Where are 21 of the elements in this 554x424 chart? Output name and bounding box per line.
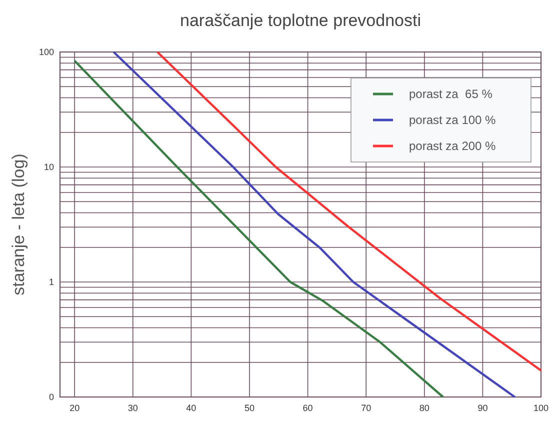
chart-title: naraščanje toplotne prevodnosti <box>180 11 421 30</box>
y-tick-label: 10 <box>44 162 54 172</box>
x-tick-label: 60 <box>302 403 313 413</box>
x-tick-label: 80 <box>419 403 430 413</box>
x-tick-label: 100 <box>533 403 549 413</box>
y-axis-title: staranje - leta (log) <box>9 154 28 296</box>
x-tick-label: 90 <box>478 403 488 413</box>
legend-label: porast za 100 % <box>409 113 496 127</box>
x-tick-label: 50 <box>244 403 254 413</box>
y-tick-label: 0 <box>48 392 54 402</box>
x-tick-label: 40 <box>186 403 196 413</box>
line-series <box>73 60 444 398</box>
y-tick-label: 1 <box>48 277 54 287</box>
legend-label: porast za 65 % <box>409 87 493 101</box>
line-series <box>156 50 542 372</box>
y-tick-label: 100 <box>38 47 54 57</box>
line-series <box>112 50 516 398</box>
x-tick-label: 20 <box>70 403 80 413</box>
x-tick-label: 70 <box>361 403 372 413</box>
x-tick-label: 30 <box>128 403 138 413</box>
legend-label: porast za 200 % <box>409 139 496 153</box>
